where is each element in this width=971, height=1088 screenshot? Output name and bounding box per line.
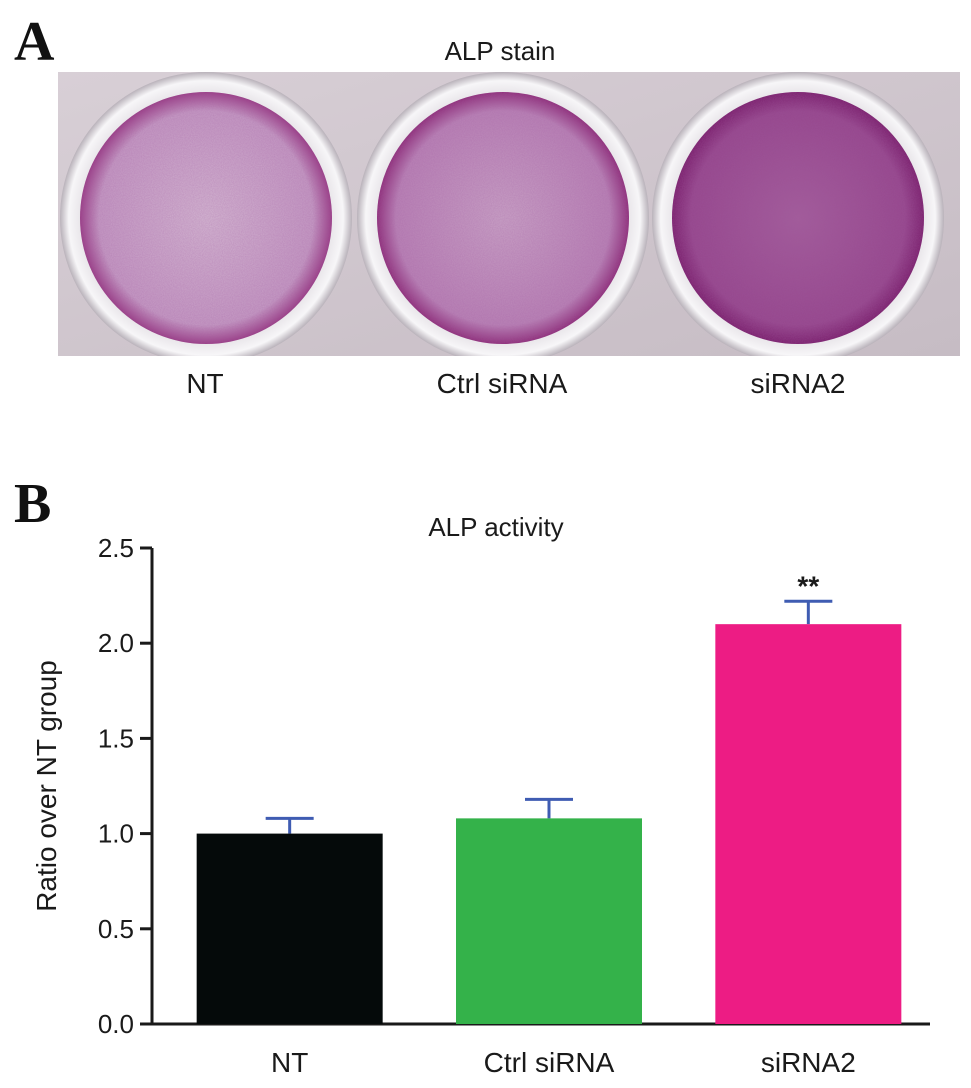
x-tick-label-sirna2: siRNA2 — [761, 1047, 856, 1078]
significance-sirna2: ** — [797, 570, 819, 601]
x-tick-label-ctrl-sirna: Ctrl siRNA — [484, 1047, 615, 1078]
well-ctrl-sirna — [357, 72, 649, 356]
plate-label-nt: NT — [186, 368, 224, 399]
bar-nt — [196, 833, 383, 1024]
well-sirna2 — [652, 72, 944, 356]
bar-sirna2 — [715, 624, 902, 1024]
chart-title: ALP activity — [428, 512, 563, 542]
y-tick-label: 2.0 — [98, 628, 134, 658]
y-axis-label: Ratio over NT group — [31, 660, 62, 912]
alp-stain-photo — [58, 72, 960, 356]
y-tick-label: 2.5 — [98, 533, 134, 563]
y-tick-label: 0.5 — [98, 914, 134, 944]
panel-letter-a: A — [14, 11, 55, 73]
bar-ctrl-sirna — [456, 818, 642, 1024]
y-tick-label: 1.5 — [98, 723, 134, 753]
x-tick-label-nt: NT — [271, 1047, 308, 1078]
y-tick-label: 1.0 — [98, 819, 134, 849]
plate-label-ctrl-sirna: Ctrl siRNA — [436, 368, 568, 399]
well-nt — [60, 72, 352, 356]
y-tick-label: 0.0 — [98, 1009, 134, 1039]
stain-title: ALP stain — [444, 36, 556, 66]
panel-letter-b: B — [14, 473, 52, 535]
plate-label-sirna2: siRNA2 — [750, 368, 846, 399]
